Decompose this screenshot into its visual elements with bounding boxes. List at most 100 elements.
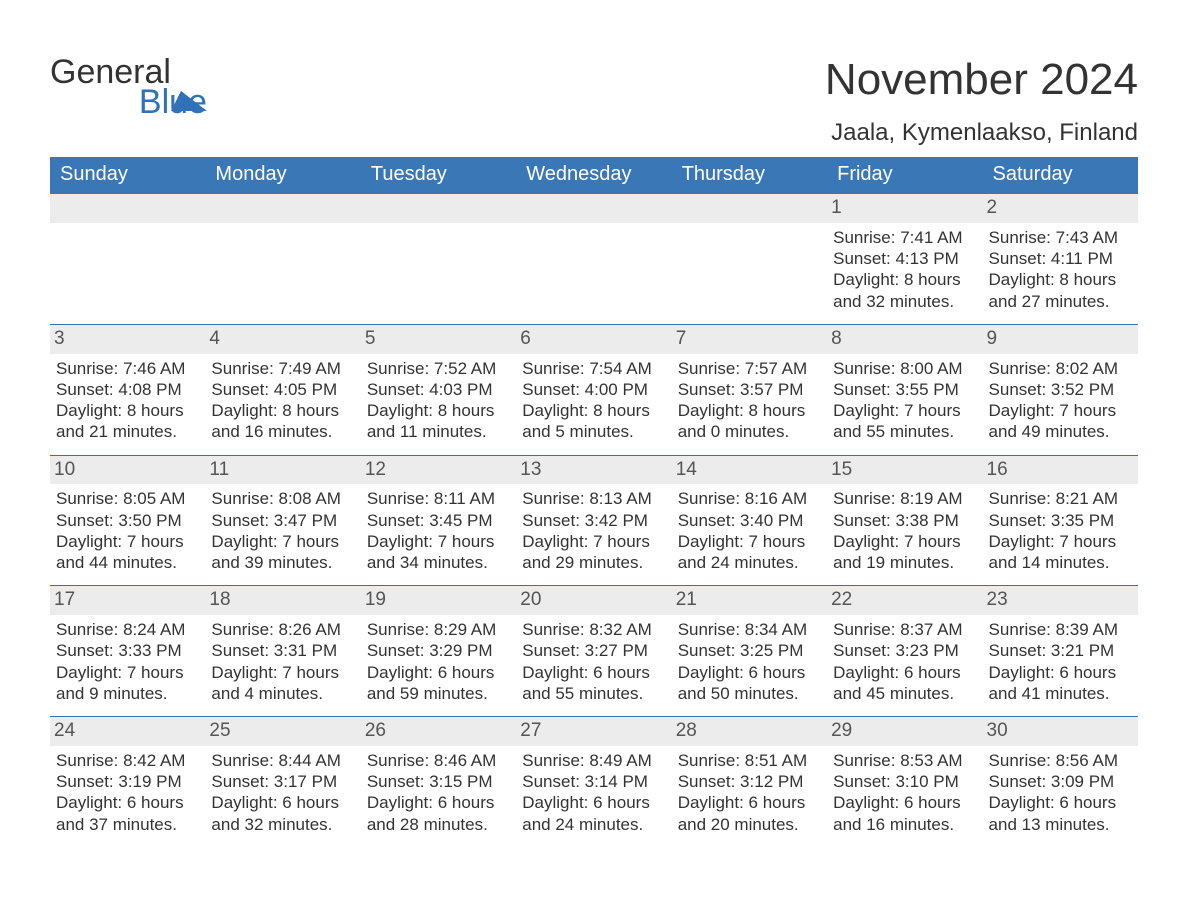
sunrise-line: Sunrise: 7:57 AM <box>678 358 819 379</box>
date-number: 22 <box>827 586 982 615</box>
week-row: 17Sunrise: 8:24 AMSunset: 3:33 PMDayligh… <box>50 585 1138 716</box>
day-cell: 23Sunrise: 8:39 AMSunset: 3:21 PMDayligh… <box>983 586 1138 716</box>
daylight-line: Daylight: 6 hours and 37 minutes. <box>56 792 197 835</box>
date-number: 12 <box>361 456 516 485</box>
header: General Blue November 2024 Jaala, Kymenl… <box>50 55 1138 147</box>
sunset-line: Sunset: 3:52 PM <box>989 379 1130 400</box>
sunset-line: Sunset: 3:25 PM <box>678 640 819 661</box>
daylight-line: Daylight: 8 hours and 0 minutes. <box>678 400 819 443</box>
daylight-line: Daylight: 6 hours and 24 minutes. <box>522 792 663 835</box>
date-number: 29 <box>827 717 982 746</box>
empty-cell <box>205 194 360 324</box>
day-cell: 30Sunrise: 8:56 AMSunset: 3:09 PMDayligh… <box>983 717 1138 847</box>
logo-text: General Blue <box>50 55 207 119</box>
day-cell: 28Sunrise: 8:51 AMSunset: 3:12 PMDayligh… <box>672 717 827 847</box>
day-cell: 27 Sunrise: 8:49 AMSunset: 3:14 PMDayligh… <box>516 717 671 847</box>
date-number: 26 <box>361 717 516 746</box>
empty-cell <box>50 194 205 324</box>
sunrise-line: Sunrise: 7:52 AM <box>367 358 508 379</box>
daylight-line: Daylight: 6 hours and 32 minutes. <box>211 792 352 835</box>
sunset-line: Sunset: 3:45 PM <box>367 510 508 531</box>
sunrise-line: Sunrise: 7:49 AM <box>211 358 352 379</box>
date-number: 28 <box>672 717 827 746</box>
sunset-line: Sunset: 3:14 PM <box>522 771 663 792</box>
empty-cell <box>516 194 671 324</box>
sunset-line: Sunset: 3:19 PM <box>56 771 197 792</box>
day-cell: 10Sunrise: 8:05 AMSunset: 3:50 PMDayligh… <box>50 456 205 586</box>
sunset-line: Sunset: 3:50 PM <box>56 510 197 531</box>
sunset-line: Sunset: 4:08 PM <box>56 379 197 400</box>
sunset-line: Sunset: 3:12 PM <box>678 771 819 792</box>
sunrise-line: Sunrise: 8:29 AM <box>367 619 508 640</box>
date-number: 17 <box>50 586 205 615</box>
sunrise-line: Sunrise: 8:21 AM <box>989 488 1130 509</box>
sunset-line: Sunset: 3:15 PM <box>367 771 508 792</box>
sunrise-line: Sunrise: 8:34 AM <box>678 619 819 640</box>
day-cell: 29Sunrise: 8:53 AMSunset: 3:10 PMDayligh… <box>827 717 982 847</box>
date-number: 23 <box>983 586 1138 615</box>
day-cell: 19Sunrise: 8:29 AMSunset: 3:29 PMDayligh… <box>361 586 516 716</box>
week-row: 24Sunrise: 8:42 AMSunset: 3:19 PMDayligh… <box>50 716 1138 847</box>
empty-date-bar <box>361 194 516 223</box>
date-number: 27 <box>516 717 671 746</box>
day-cell: 17Sunrise: 8:24 AMSunset: 3:33 PMDayligh… <box>50 586 205 716</box>
day-header-friday: Friday <box>827 157 982 194</box>
weeks-container: 1Sunrise: 7:41 AMSunset: 4:13 PMDaylight… <box>50 194 1138 847</box>
sunset-line: Sunset: 4:05 PM <box>211 379 352 400</box>
sunset-line: Sunset: 3:47 PM <box>211 510 352 531</box>
sunset-line: Sunset: 4:00 PM <box>522 379 663 400</box>
day-cell: 13Sunrise: 8:13 AMSunset: 3:42 PMDayligh… <box>516 456 671 586</box>
day-cell: 5 Sunrise: 7:52 AMSunset: 4:03 PMDaylight… <box>361 325 516 455</box>
sunset-line: Sunset: 4:03 PM <box>367 379 508 400</box>
date-number: 7 <box>672 325 827 354</box>
date-number: 20 <box>516 586 671 615</box>
sunset-line: Sunset: 3:29 PM <box>367 640 508 661</box>
sunrise-line: Sunrise: 8:49 AM <box>522 750 663 771</box>
daylight-line: Daylight: 7 hours and 49 minutes. <box>989 400 1130 443</box>
date-number: 2 <box>983 194 1138 223</box>
day-header-thursday: Thursday <box>672 157 827 194</box>
sunset-line: Sunset: 3:31 PM <box>211 640 352 661</box>
daylight-line: Daylight: 7 hours and 44 minutes. <box>56 531 197 574</box>
sunrise-line: Sunrise: 8:32 AM <box>522 619 663 640</box>
day-cell: 8Sunrise: 8:00 AMSunset: 3:55 PMDaylight… <box>827 325 982 455</box>
calendar: SundayMondayTuesdayWednesdayThursdayFrid… <box>50 157 1138 847</box>
logo: General Blue <box>50 55 207 119</box>
date-number: 5 <box>361 325 516 354</box>
date-number: 15 <box>827 456 982 485</box>
sunset-line: Sunset: 3:55 PM <box>833 379 974 400</box>
sunset-line: Sunset: 3:57 PM <box>678 379 819 400</box>
sunrise-line: Sunrise: 7:46 AM <box>56 358 197 379</box>
daylight-line: Daylight: 7 hours and 14 minutes. <box>989 531 1130 574</box>
date-number: 21 <box>672 586 827 615</box>
sunrise-line: Sunrise: 8:08 AM <box>211 488 352 509</box>
date-number: 30 <box>983 717 1138 746</box>
day-cell: 12Sunrise: 8:11 AMSunset: 3:45 PMDayligh… <box>361 456 516 586</box>
sunset-line: Sunset: 3:42 PM <box>522 510 663 531</box>
date-number: 8 <box>827 325 982 354</box>
day-cell: 2Sunrise: 7:43 AMSunset: 4:11 PMDaylight… <box>983 194 1138 324</box>
sunrise-line: Sunrise: 7:54 AM <box>522 358 663 379</box>
daylight-line: Daylight: 6 hours and 59 minutes. <box>367 662 508 705</box>
sunrise-line: Sunrise: 8:16 AM <box>678 488 819 509</box>
daylight-line: Daylight: 8 hours and 11 minutes. <box>367 400 508 443</box>
daylight-line: Daylight: 7 hours and 39 minutes. <box>211 531 352 574</box>
sunrise-line: Sunrise: 8:51 AM <box>678 750 819 771</box>
week-row: 1Sunrise: 7:41 AMSunset: 4:13 PMDaylight… <box>50 194 1138 324</box>
sunrise-line: Sunrise: 8:53 AM <box>833 750 974 771</box>
sunrise-line: Sunrise: 8:13 AM <box>522 488 663 509</box>
sunrise-line: Sunrise: 8:44 AM <box>211 750 352 771</box>
day-header-row: SundayMondayTuesdayWednesdayThursdayFrid… <box>50 157 1138 194</box>
day-cell: 20Sunrise: 8:32 AMSunset: 3:27 PMDayligh… <box>516 586 671 716</box>
sunrise-line: Sunrise: 8:19 AM <box>833 488 974 509</box>
empty-date-bar <box>205 194 360 223</box>
sunrise-line: Sunrise: 8:26 AM <box>211 619 352 640</box>
sunrise-line: Sunrise: 8:00 AM <box>833 358 974 379</box>
day-cell: 9Sunrise: 8:02 AMSunset: 3:52 PMDaylight… <box>983 325 1138 455</box>
week-row: 3Sunrise: 7:46 AMSunset: 4:08 PMDaylight… <box>50 324 1138 455</box>
sunrise-line: Sunrise: 8:24 AM <box>56 619 197 640</box>
sunset-line: Sunset: 3:38 PM <box>833 510 974 531</box>
sunrise-line: Sunrise: 8:42 AM <box>56 750 197 771</box>
day-cell: 3Sunrise: 7:46 AMSunset: 4:08 PMDaylight… <box>50 325 205 455</box>
day-cell: 24Sunrise: 8:42 AMSunset: 3:19 PMDayligh… <box>50 717 205 847</box>
